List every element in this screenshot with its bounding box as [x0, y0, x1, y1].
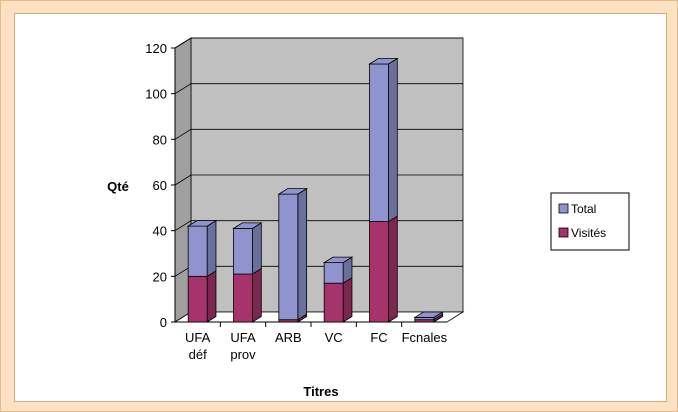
x-tick-label-line: VC [325, 330, 343, 345]
legend-swatch [558, 227, 569, 238]
bar-segment-visits [233, 267, 262, 323]
axes [171, 47, 447, 327]
bar-front [278, 193, 299, 321]
tick-labels: 0 20 40 60 80 100 120 UFA déf UFA prov ARB VC FC Fcnal… [145, 41, 447, 362]
bar-side [252, 222, 262, 275]
bar-side [206, 219, 217, 278]
legend-box [550, 192, 630, 251]
bar-segment-total [186, 219, 218, 278]
bars [186, 57, 445, 323]
bar-top [413, 311, 445, 318]
bar-segment-visits [323, 276, 353, 323]
legend-swatch [558, 203, 569, 214]
y-tick-label: 20 [153, 269, 167, 284]
bar-top [368, 58, 399, 65]
bar-front [233, 273, 253, 323]
x-tick-label: UFA prov [230, 330, 256, 362]
x-tick-label-line: UFA [185, 330, 211, 345]
bar-front [323, 262, 344, 284]
y-tick-label: 100 [145, 87, 167, 102]
bar-segment-visits [369, 215, 398, 323]
x-tick-label: Fcnales [402, 330, 448, 345]
gridline [174, 37, 463, 49]
legend: Total Visités [550, 192, 630, 251]
bar-front [369, 221, 389, 323]
x-tick-label-line: Fcnales [402, 330, 448, 345]
bar-side [297, 187, 308, 321]
bar-segment-total [232, 222, 263, 275]
x-axis-title: Titres [303, 384, 338, 399]
bar-segment-total [413, 311, 445, 321]
y-tick-label: 80 [153, 132, 167, 147]
chart-walls [173, 37, 465, 323]
bar-side [388, 215, 398, 323]
legend-label: Total [571, 202, 596, 216]
bar-segment-total [277, 187, 309, 321]
y-axis-title: Qté [107, 179, 129, 194]
y-tick-label: 40 [153, 224, 167, 239]
y-tick-label: 60 [153, 178, 167, 193]
bar-segment-total [322, 256, 354, 284]
bar-side [388, 57, 398, 223]
x-tick-label: ARB [275, 330, 302, 345]
bar-top [277, 188, 309, 195]
bar-top [186, 220, 218, 227]
x-tick-label-line: ARB [275, 330, 302, 345]
bar-front [187, 225, 208, 277]
bar-top [232, 222, 263, 229]
x-tick-label-line: UFA [230, 330, 256, 345]
legend-label: Visités [571, 226, 606, 240]
bar-front [233, 227, 253, 275]
bar-front [323, 282, 344, 323]
bar-segment-total [368, 57, 399, 223]
bar-side [252, 267, 262, 323]
bar-side [206, 270, 217, 323]
y-tick-label: 120 [145, 41, 167, 56]
bar-front [369, 63, 389, 222]
x-tick-label-line: FC [370, 330, 387, 345]
x-tick-label-line: prov [230, 347, 256, 362]
x-tick-label-line: déf [189, 347, 207, 362]
x-tick-label: FC [370, 330, 387, 345]
bar-segment-visits [187, 270, 217, 323]
bar-front [187, 275, 208, 323]
bar-side [342, 276, 353, 323]
y-tick-label: 0 [160, 315, 167, 330]
x-tick-label: VC [325, 330, 343, 345]
x-tick-label: UFA déf [185, 330, 211, 362]
bar-top [322, 256, 354, 264]
